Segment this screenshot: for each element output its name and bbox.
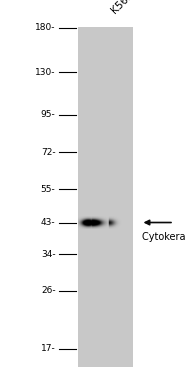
- Text: K562: K562: [109, 0, 135, 15]
- Text: Cytokeratin 19: Cytokeratin 19: [142, 232, 185, 242]
- Text: 17-: 17-: [41, 344, 56, 353]
- Text: 34-: 34-: [41, 250, 56, 259]
- Text: 43-: 43-: [41, 218, 56, 227]
- Text: 95-: 95-: [41, 110, 56, 119]
- Text: 180-: 180-: [35, 24, 56, 32]
- FancyBboxPatch shape: [78, 27, 133, 367]
- Text: 26-: 26-: [41, 286, 56, 295]
- Text: 72-: 72-: [41, 148, 56, 157]
- Text: 55-: 55-: [41, 185, 56, 193]
- Text: 130-: 130-: [35, 68, 56, 77]
